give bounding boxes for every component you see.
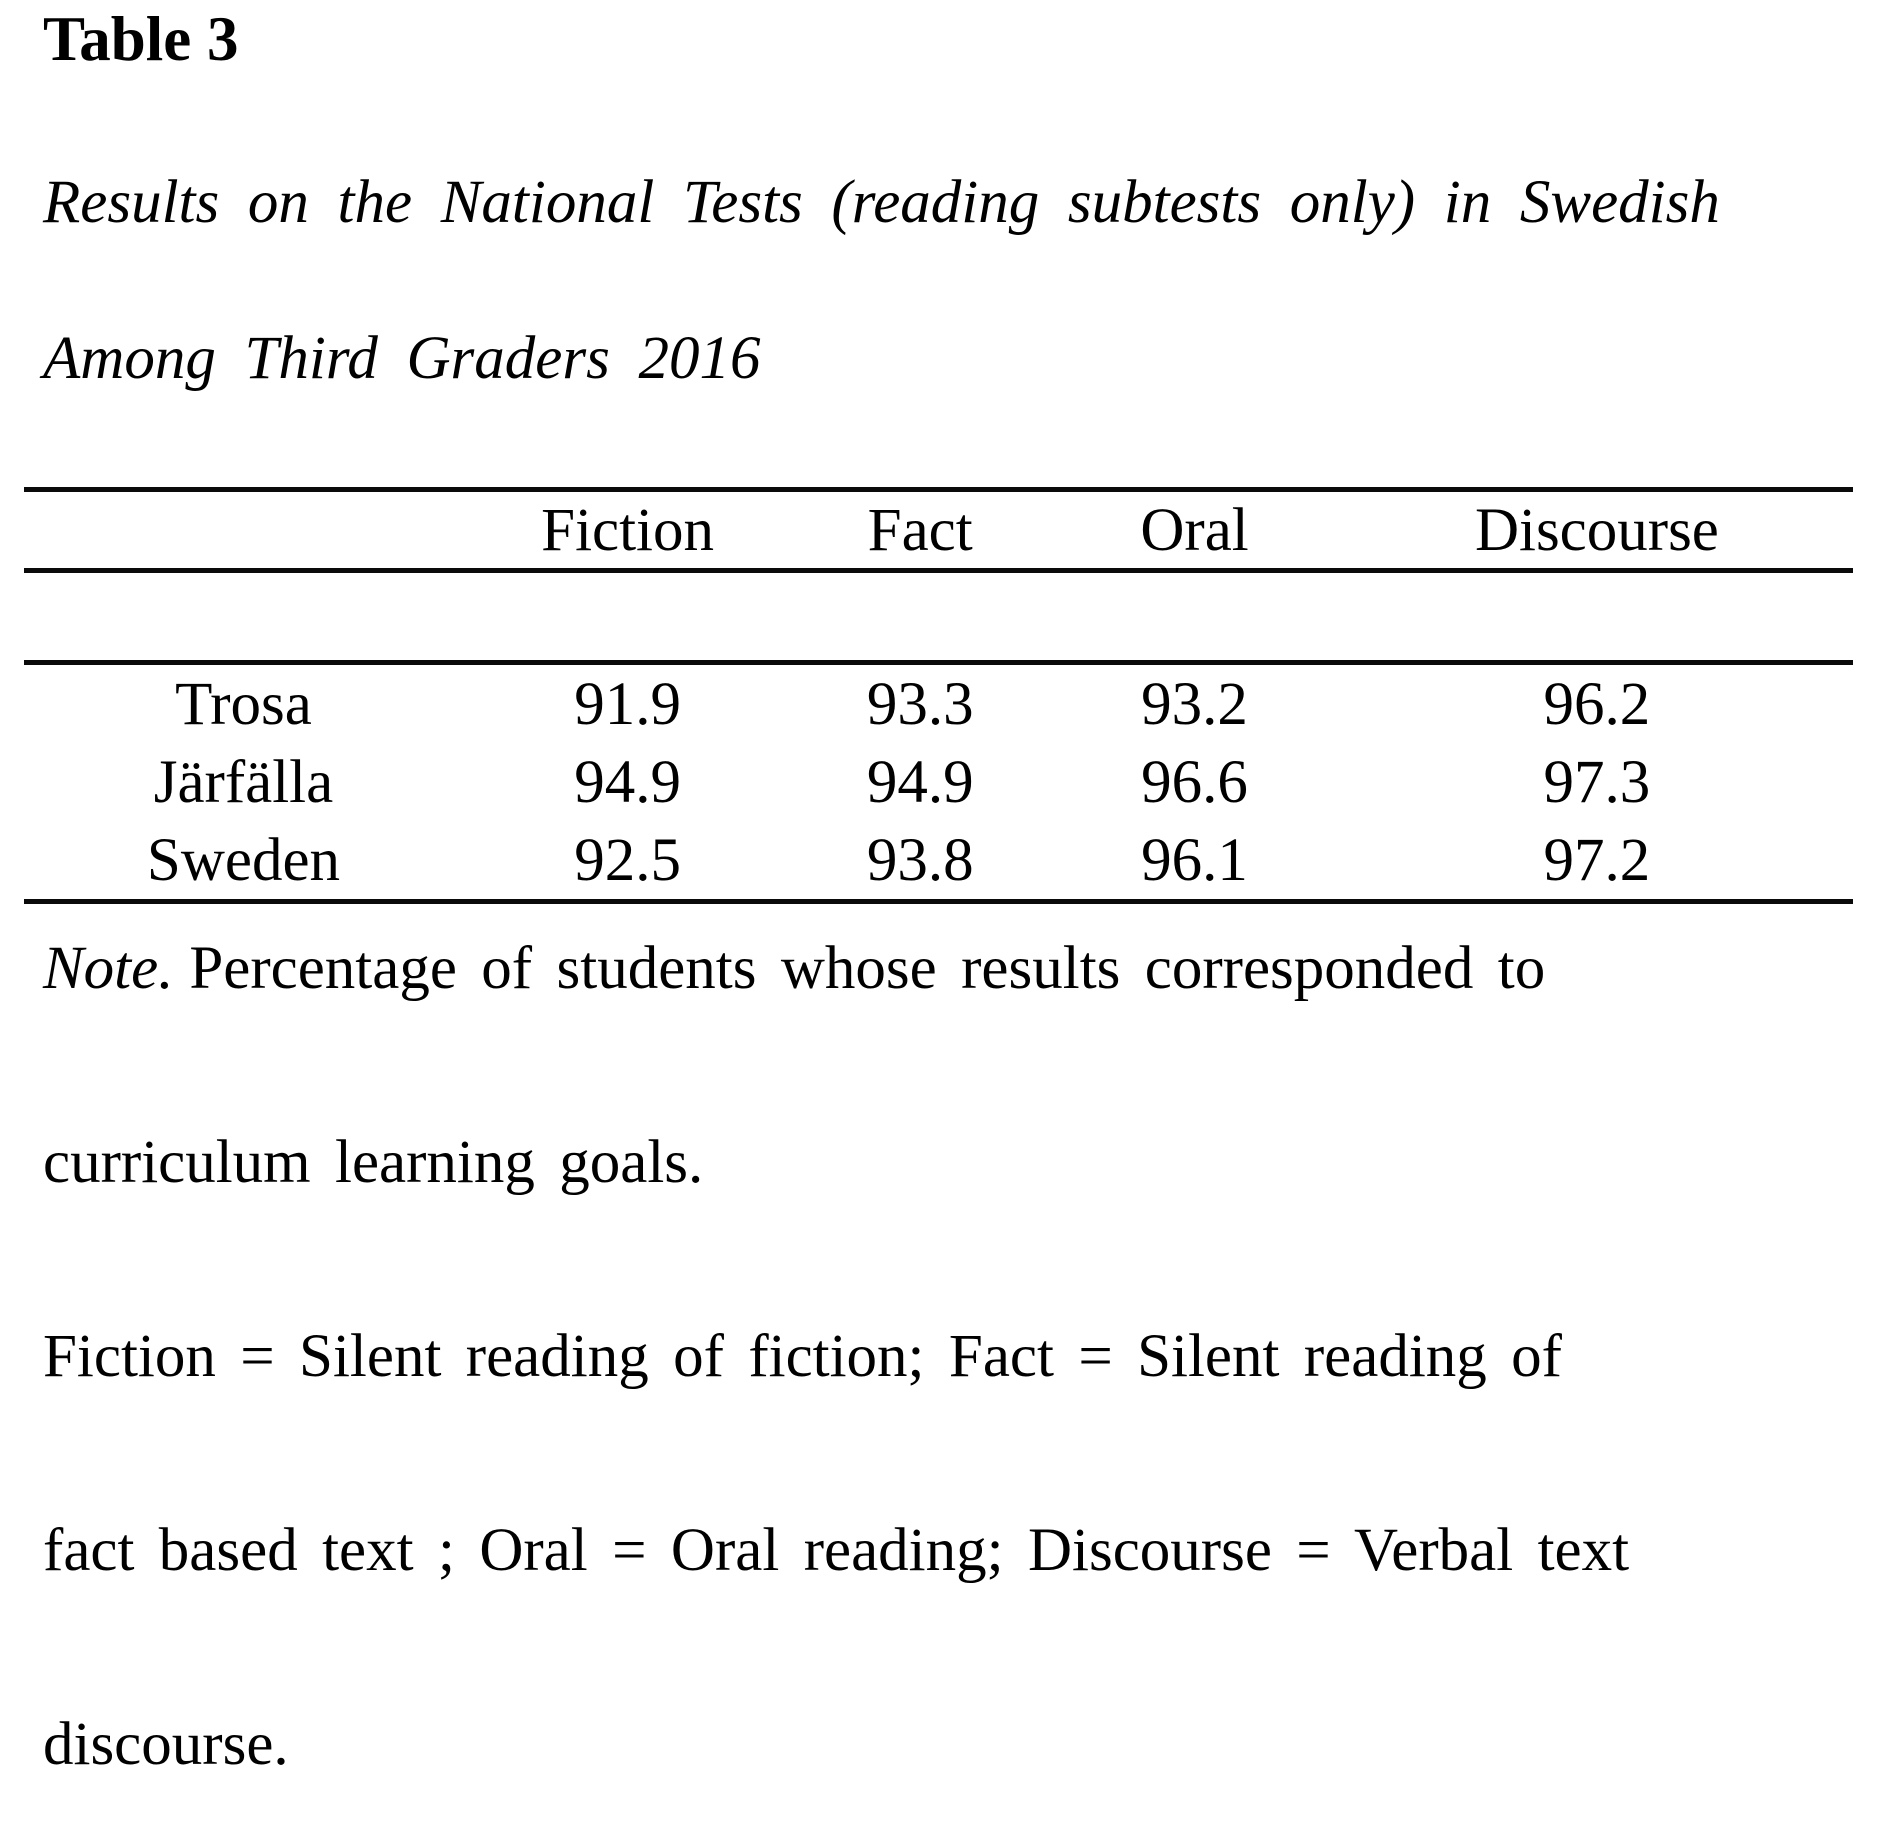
empty-cell bbox=[24, 570, 463, 665]
data-cell: 96.6 bbox=[1141, 748, 1248, 816]
table-spacer-row bbox=[24, 570, 1853, 665]
table-number: Table 3 bbox=[43, 4, 239, 74]
data-cell: 91.9 bbox=[574, 670, 681, 738]
note-line: Note. Percentage of students whose result… bbox=[43, 872, 1860, 1066]
column-header-oral: Oral bbox=[1048, 487, 1341, 573]
empty-cell bbox=[1048, 570, 1341, 665]
row-label: Sweden bbox=[24, 821, 463, 904]
column-header-fact: Fact bbox=[792, 487, 1049, 573]
data-cell: 96.1 bbox=[1048, 821, 1341, 904]
row-label: Järfälla bbox=[153, 748, 334, 816]
note-line: fact based text ; Oral = Oral reading; D… bbox=[43, 1517, 1630, 1584]
note-line: discourse. bbox=[43, 1711, 289, 1778]
data-cell: 94.9 bbox=[866, 748, 974, 816]
data-cell: 94.9 bbox=[574, 748, 681, 816]
table-header-row: Fiction Fact Oral Discourse bbox=[24, 487, 1853, 573]
table-row: Sweden 92.5 93.8 96.1 97.2 bbox=[24, 821, 1853, 904]
row-label: Trosa bbox=[175, 670, 312, 738]
empty-header-cell bbox=[24, 487, 463, 573]
data-cell: 96.2 bbox=[1543, 670, 1651, 738]
data-cell: 93.8 bbox=[792, 821, 1049, 904]
data-cell: 93.3 bbox=[866, 670, 974, 738]
empty-cell bbox=[1340, 570, 1853, 665]
data-cell: 92.5 bbox=[462, 821, 793, 904]
table-title-line-1: Results on the National Tests (reading s… bbox=[43, 169, 1720, 236]
column-header-fiction: Fiction bbox=[462, 487, 793, 573]
data-cell: 97.3 bbox=[1543, 748, 1651, 816]
table-row: Järfälla 94.9 94.9 96.6 97.3 bbox=[24, 743, 1853, 821]
note-line: curriculum learning goals. bbox=[43, 1129, 704, 1196]
table-title-line-2: Among Third Graders 2016 bbox=[43, 325, 761, 392]
table-note: Note. Percentage of students whose result… bbox=[43, 872, 1860, 1842]
data-cell: 97.2 bbox=[1340, 821, 1853, 904]
results-table: Fiction Fact Oral Discourse Trosa 91.9 9… bbox=[24, 487, 1853, 904]
table-row: Trosa 91.9 93.3 93.2 96.2 bbox=[24, 663, 1853, 744]
note-line: Fiction = Silent reading of fiction; Fac… bbox=[43, 1323, 1562, 1390]
note-prefix: Note. bbox=[43, 935, 174, 1002]
data-cell: 93.2 bbox=[1141, 670, 1248, 738]
note-text: Percentage of students whose results cor… bbox=[189, 935, 1546, 1002]
empty-cell bbox=[792, 570, 1049, 665]
empty-cell bbox=[462, 570, 793, 665]
column-header-discourse: Discourse bbox=[1340, 487, 1853, 573]
